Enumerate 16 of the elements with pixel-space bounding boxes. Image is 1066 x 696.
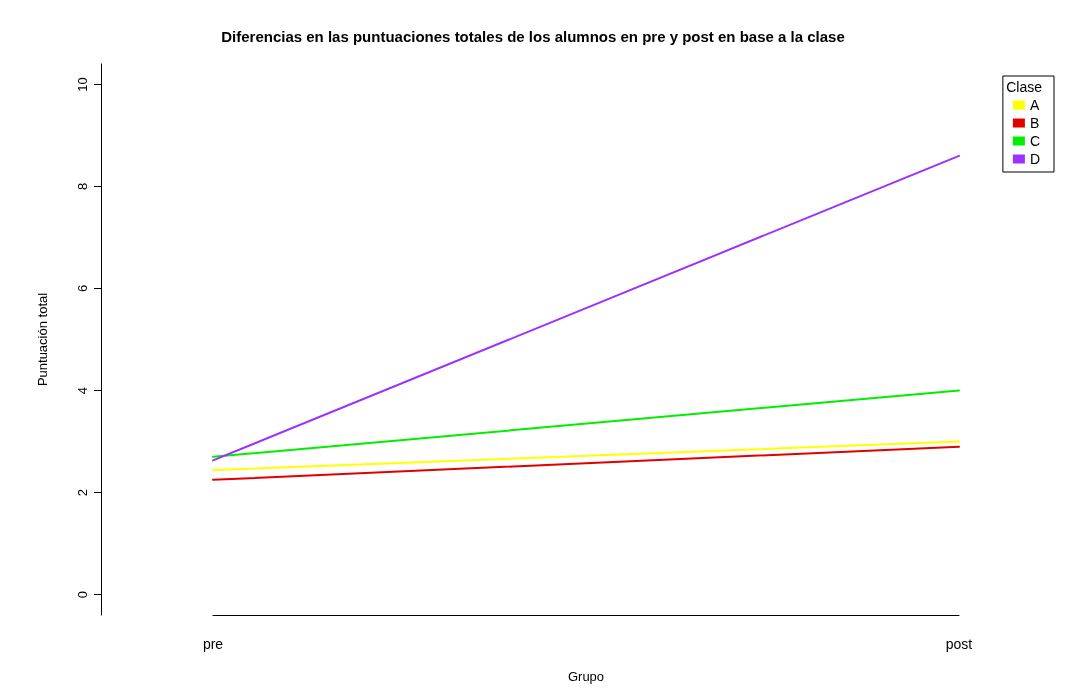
legend-label: B	[1029, 115, 1040, 131]
y-tick-label: 8	[75, 182, 90, 191]
chart-title: Diferencias en las puntuaciones totales de los alumnos en pre y post en base a la clase	[221, 28, 845, 45]
y-axis-title: Puntuación total	[35, 292, 50, 387]
legend-label: C	[1029, 133, 1041, 149]
legend-title: Clase	[1006, 79, 1043, 95]
x-tick-label: pre	[202, 636, 224, 652]
y-tick-label: 10	[75, 77, 90, 92]
y-tick-label: 4	[75, 386, 90, 395]
x-axis-title: Grupo	[567, 669, 605, 684]
y-tick-label: 6	[75, 284, 90, 293]
legend-label: D	[1029, 151, 1041, 167]
x-tick-label: post	[945, 636, 973, 652]
legend-label: A	[1029, 97, 1040, 113]
y-tick-label: 0	[75, 590, 90, 599]
y-tick-label: 2	[75, 488, 90, 497]
